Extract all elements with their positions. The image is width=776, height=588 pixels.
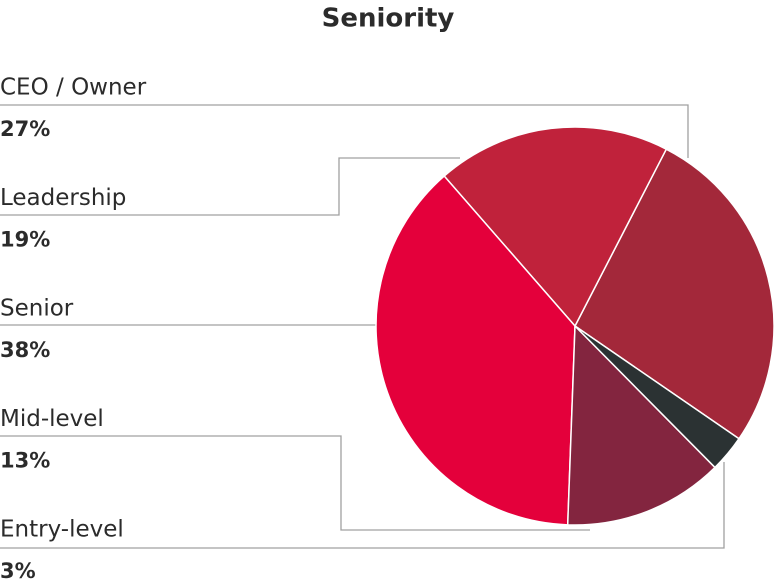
pie xyxy=(375,126,775,526)
category-label: Leadership xyxy=(0,185,126,211)
category-label: Mid-level xyxy=(0,406,104,432)
value-label: 19% xyxy=(0,228,50,252)
pie-slice xyxy=(574,148,775,440)
pie-slice xyxy=(566,324,717,526)
leader-line xyxy=(0,435,590,531)
pie-slice xyxy=(443,126,668,328)
leader-line xyxy=(0,157,460,216)
category-label: Entry-level xyxy=(0,517,124,543)
chart-title: Seniority xyxy=(322,4,455,34)
value-label: 3% xyxy=(0,559,36,583)
value-label: 13% xyxy=(0,449,50,473)
leader-line xyxy=(0,462,725,549)
pie-slice xyxy=(375,174,576,526)
pie-slice xyxy=(574,325,741,469)
labels: CEO / Owner 27% Leadership 19% Senior 38% Mid-… xyxy=(0,75,147,584)
category-label: Senior xyxy=(0,296,74,322)
category-label: CEO / Owner xyxy=(0,75,147,101)
leader-lines xyxy=(0,104,725,549)
value-label: 38% xyxy=(0,338,50,362)
value-label: 27% xyxy=(0,117,50,141)
leader-line xyxy=(0,104,689,158)
